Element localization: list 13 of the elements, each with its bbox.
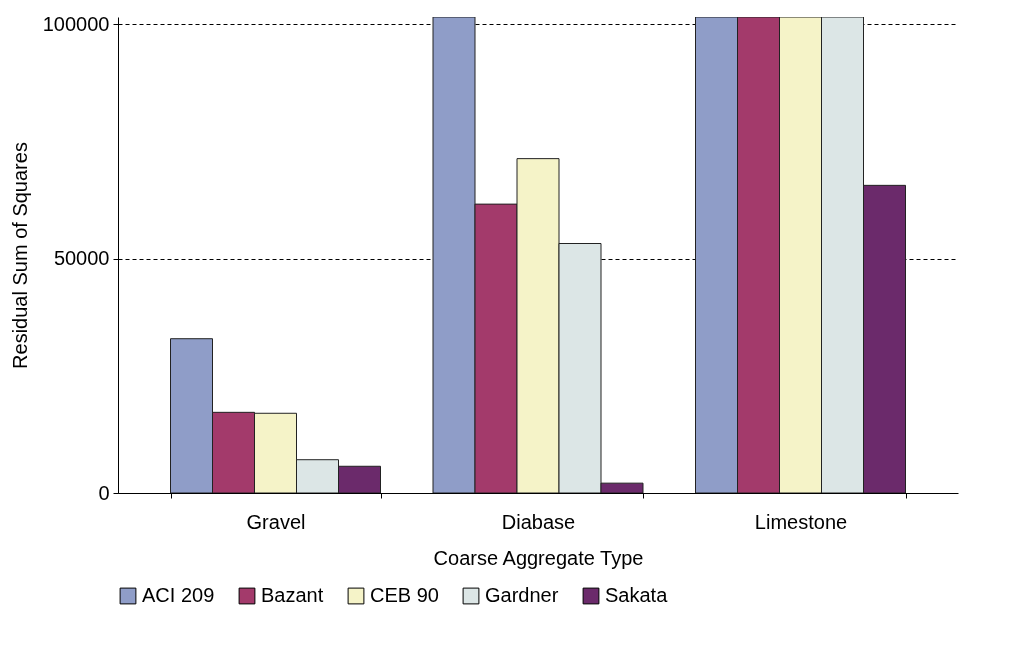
- legend-label: CEB 90: [370, 584, 439, 606]
- y-tick-label: 100000: [42, 12, 110, 35]
- x-tick-label: Gravel: [246, 510, 306, 533]
- legend-label: Gardner: [485, 584, 559, 606]
- x-tick-label: Limestone: [754, 510, 848, 533]
- y-tick-label: 50000: [53, 247, 110, 270]
- y-axis-title: Residual Sum of Squares: [8, 142, 31, 369]
- x-axis-title: Coarse Aggregate Type: [433, 546, 644, 569]
- legend-label: Sakata: [605, 584, 669, 606]
- y-tick-label: 0: [98, 481, 110, 504]
- x-tick-label: Diabase: [501, 510, 576, 533]
- legend-label: ACI 209: [142, 584, 215, 606]
- legend-label: Bazant: [261, 584, 324, 606]
